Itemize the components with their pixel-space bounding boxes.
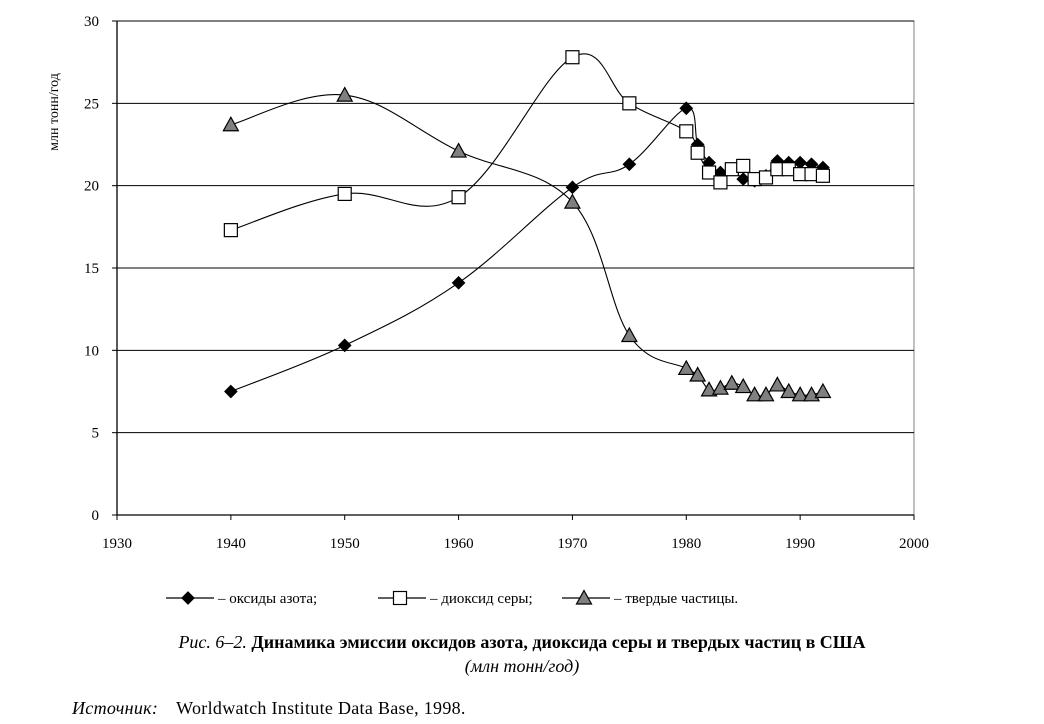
data-point-square [701, 165, 717, 180]
data-point-square [679, 124, 694, 139]
data-point-square [690, 145, 705, 160]
y-tick-label: 30 [84, 14, 99, 30]
data-point-triangle [814, 382, 832, 399]
data-point-diamond [679, 101, 694, 116]
data-point-square [451, 190, 466, 205]
data-point-diamond [793, 155, 807, 170]
data-point-diamond [565, 180, 580, 195]
series-markers [222, 50, 832, 402]
data-point-diamond [224, 384, 238, 399]
data-point-triangle [222, 116, 240, 132]
grid-lines [117, 20, 914, 434]
caption-prefix: Рис. 6–2. [178, 632, 247, 652]
series-line-square [230, 53, 823, 231]
data-point-triangle [757, 386, 775, 402]
x-tick-label: 1950 [330, 536, 360, 552]
data-point-diamond [622, 157, 637, 172]
data-point-square [622, 96, 637, 111]
data-point-triangle [791, 386, 809, 402]
y-tick-label: 10 [84, 343, 99, 359]
y-tick-label: 0 [92, 508, 100, 524]
legend: – оксиды азота; – диоксид серы; – твердые … [166, 589, 738, 607]
data-point-triangle [689, 366, 707, 382]
data-point-triangle [723, 374, 741, 390]
emissions-chart: 0 5 10 15 20 25 30 1930 1940 1950 1960 1970 1980 199… [47, 14, 929, 607]
legend-label: – диоксид серы; [429, 591, 533, 607]
data-point-triangle [620, 326, 638, 343]
data-point-diamond [337, 338, 352, 353]
legend-marker-triangle [575, 589, 593, 605]
data-point-square [337, 186, 352, 201]
x-tick-label: 1990 [785, 536, 815, 552]
series-line-diamond [230, 107, 824, 393]
series-lines [230, 53, 824, 397]
data-point-triangle [746, 386, 764, 402]
data-point-triangle [780, 382, 798, 399]
data-point-square [713, 175, 728, 190]
y-axis-ticks: 0 5 10 15 20 25 30 [84, 14, 117, 524]
source-label: Источник: [72, 698, 159, 718]
legend-label: – твердые частицы. [613, 591, 738, 607]
source-note: Источник: Worldwatch Institute Data Base,… [72, 698, 466, 719]
legend-marker-diamond [181, 591, 195, 605]
data-point-triangle [711, 379, 729, 395]
x-tick-label: 1980 [671, 536, 701, 552]
data-point-square [758, 170, 774, 185]
data-point-square [565, 50, 580, 65]
plot-area: 0 5 10 15 20 25 30 1930 1940 1950 1960 1970 1980 199… [84, 14, 929, 552]
x-axis-ticks: 1930 1940 1950 1960 1970 1980 1990 2000 [102, 515, 929, 552]
data-point-triangle [450, 142, 468, 158]
y-tick-label: 25 [84, 96, 99, 112]
data-point-triangle [700, 381, 718, 397]
data-point-square [815, 168, 831, 183]
caption-title: Динамика эмиссии оксидов азота, диоксида… [251, 632, 866, 652]
data-point-diamond [736, 172, 751, 186]
caption-unit: (млн тонн/год) [464, 656, 580, 676]
x-tick-label: 1970 [557, 536, 587, 552]
x-tick-label: 2000 [899, 536, 929, 552]
data-point-triangle [734, 377, 752, 394]
y-tick-label: 5 [92, 426, 100, 442]
y-tick-label: 15 [84, 261, 99, 277]
y-axis-label: млн тонн/год [47, 73, 62, 151]
data-point-square [223, 223, 238, 238]
y-tick-label: 20 [84, 179, 99, 195]
data-point-triangle [336, 86, 354, 102]
x-tick-label: 1930 [102, 536, 132, 552]
data-point-triangle [563, 193, 581, 209]
data-point-triangle [768, 376, 786, 392]
x-tick-label: 1960 [444, 536, 474, 552]
data-point-square [736, 158, 751, 174]
legend-label: – оксиды азота; [217, 591, 317, 607]
data-point-triangle [677, 359, 695, 376]
legend-marker-square [392, 590, 408, 606]
figure-caption: Рис. 6–2. Динамика эмиссии оксидов азота… [0, 630, 1044, 678]
source-text: Worldwatch Institute Data Base, 1998. [176, 698, 466, 718]
x-tick-label: 1940 [216, 536, 246, 552]
data-point-diamond [451, 275, 466, 290]
